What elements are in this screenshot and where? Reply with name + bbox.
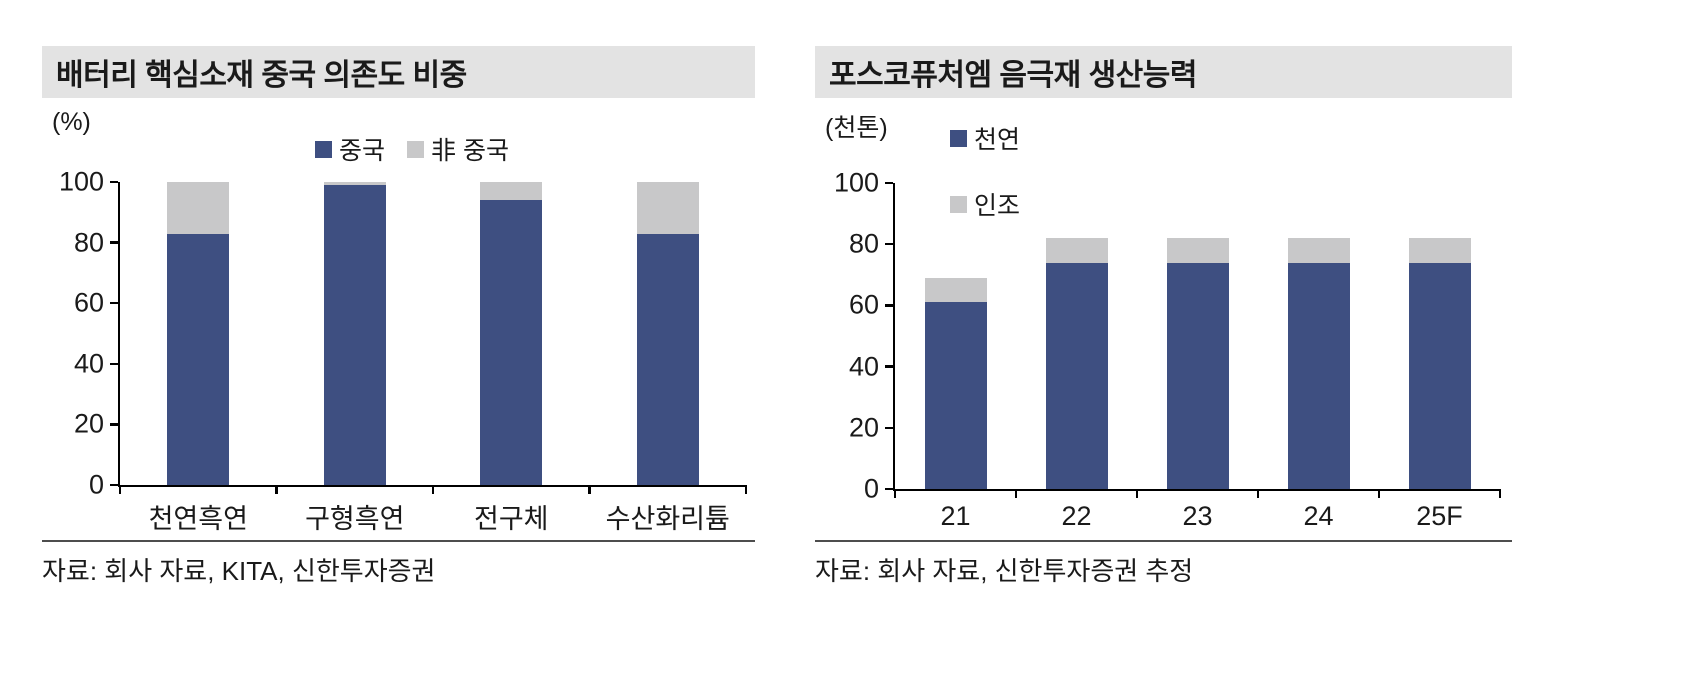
legend-label: 인조 [974, 192, 1021, 220]
bar-segment-중국 [167, 233, 230, 485]
bar-segment-인조 [924, 277, 987, 303]
x-axis-tick-mark [744, 485, 748, 494]
bar-segment-인조 [1166, 238, 1229, 263]
left-chart-unit-label: (%) [52, 108, 91, 136]
legend-swatch [950, 129, 967, 147]
y-axis-tick-label: 40 [848, 351, 879, 382]
legend-label: 천연 [974, 126, 1021, 154]
x-axis-tick-mark [118, 485, 122, 494]
y-axis-tick-label: 100 [833, 167, 879, 198]
bar-segment-非 중국 [167, 182, 230, 234]
bar-segment-인조 [1408, 238, 1471, 263]
legend-label: 非 중국 [431, 137, 509, 165]
y-axis-tick-label: 100 [58, 166, 104, 197]
y-axis-tick-mark [110, 180, 118, 184]
bar-segment-천연 [1408, 262, 1471, 489]
y-axis-tick-mark [110, 423, 118, 426]
y-axis-tick-mark [110, 483, 118, 487]
x-axis-tick-mark [275, 485, 278, 494]
bar-segment-非 중국 [480, 182, 543, 201]
legend-item-인조: 인조 [950, 186, 1020, 222]
y-axis-tick-mark [110, 241, 118, 244]
x-axis-category-label: 23 [1182, 501, 1213, 531]
x-axis-tick-mark [1377, 489, 1381, 498]
bar-segment-인조 [1045, 238, 1108, 263]
right-chart-title: 포스코퓨처엠 음극재 생산능력 [829, 59, 1197, 92]
y-axis-tick-label: 20 [73, 408, 104, 439]
bar-segment-천연 [1287, 262, 1350, 489]
left-chart-plot-area: 0 20 40 60 80 100 천연흑연 구형흑연 전구체 수산화리튬 [59, 167, 748, 534]
legend-label: 중국 [339, 137, 386, 165]
x-axis-category-label: 24 [1303, 501, 1334, 531]
y-axis-tick-mark [885, 304, 893, 307]
x-axis-category-label: 21 [940, 501, 971, 531]
x-axis-tick-mark [1256, 489, 1260, 498]
left-chart-title-bar: 배터리 핵심소재 중국 의존도 비중 [42, 46, 755, 98]
legend-swatch [315, 140, 332, 158]
bar-segment-중국 [323, 185, 386, 485]
x-axis-category-label: 22 [1061, 501, 1092, 531]
x-axis-tick-mark [431, 485, 435, 494]
bar-segment-중국 [636, 233, 699, 485]
legend-swatch [950, 195, 967, 213]
left-chart-panel: 배터리 핵심소재 중국 의존도 비중 (%) 중국 非 중국 0 20 40 60 80 1… [42, 0, 755, 682]
legend-item-천연: 천연 [950, 120, 1020, 156]
bar-segment-천연 [924, 302, 987, 489]
y-axis-tick-label: 0 [88, 469, 104, 500]
y-axis-tick-label: 60 [73, 287, 104, 318]
left-chart-title: 배터리 핵심소재 중국 의존도 비중 [56, 59, 467, 92]
bar-segment-천연 [1045, 262, 1108, 489]
legend-item-非 중국: 非 중국 [407, 131, 509, 167]
x-axis-category-label: 수산화리튬 [605, 504, 730, 534]
legend-item-중국: 중국 [315, 131, 385, 167]
x-axis-tick-mark [588, 485, 591, 494]
bar-segment-인조 [1287, 238, 1350, 263]
right-chart-source: 자료: 회사 자료, 신한투자증권 추정 [815, 556, 1194, 586]
x-axis-tick-mark [893, 489, 897, 498]
y-axis-tick-label: 60 [848, 289, 879, 320]
y-axis-tick-mark [885, 365, 893, 368]
y-axis-tick-mark [885, 242, 893, 246]
legend-swatch [407, 140, 425, 158]
bar-segment-천연 [1166, 262, 1229, 489]
y-axis-tick-label: 40 [73, 348, 104, 379]
x-axis-category-label: 구형흑연 [305, 504, 405, 534]
y-axis-tick-mark [110, 362, 118, 366]
left-chart-legend: 중국 非 중국 [315, 131, 509, 167]
bar-segment-중국 [480, 200, 543, 485]
bar-segment-非 중국 [323, 182, 386, 186]
y-axis-tick-label: 80 [73, 227, 104, 258]
y-axis-tick-mark [885, 181, 893, 185]
y-axis-tick-mark [885, 487, 893, 491]
left-chart-source: 자료: 회사 자료, KITA, 신한투자증권 [42, 556, 436, 586]
right-chart-unit-label: (천톤) [825, 114, 888, 142]
bar-segment-非 중국 [636, 182, 699, 234]
x-axis-category-label: 전구체 [473, 504, 549, 534]
y-axis-tick-label: 0 [863, 473, 879, 504]
y-axis-tick-mark [110, 301, 118, 305]
x-axis-tick-mark [1498, 489, 1502, 498]
y-axis-tick-label: 80 [848, 228, 879, 259]
x-axis-category-label: 천연흑연 [148, 504, 248, 534]
y-axis-tick-mark [885, 426, 893, 430]
right-chart-divider [815, 540, 1512, 542]
right-chart-title-bar: 포스코퓨처엠 음극재 생산능력 [815, 46, 1512, 98]
left-chart-divider [42, 540, 755, 542]
x-axis-tick-mark [1135, 489, 1139, 498]
y-axis-tick-label: 20 [848, 412, 879, 443]
x-axis-tick-mark [1014, 489, 1018, 498]
x-axis-category-label: 25F [1416, 501, 1463, 531]
right-chart-plot-area: 0 20 40 60 80 100 21 22 23 24 25F [834, 168, 1502, 531]
